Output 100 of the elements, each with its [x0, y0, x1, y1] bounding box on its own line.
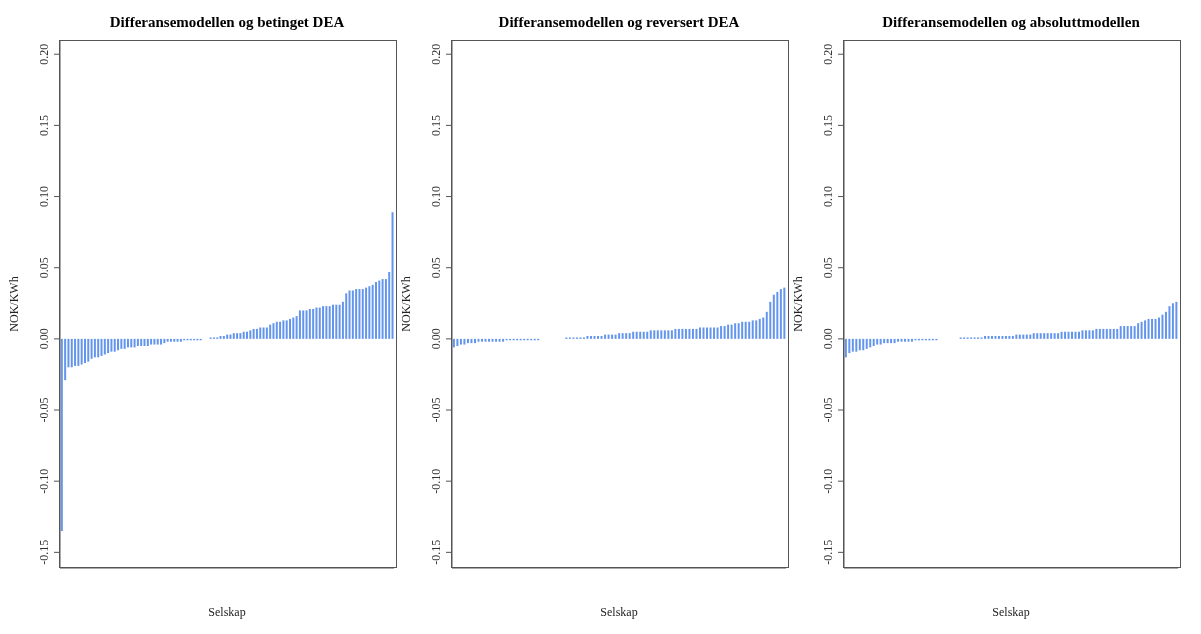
bar: [656, 330, 659, 339]
bar: [1098, 328, 1101, 339]
bar: [990, 336, 993, 339]
bar: [120, 338, 123, 349]
chart-title: Differansemodellen og absoluttmodellen: [881, 14, 1141, 31]
bar: [1109, 328, 1112, 339]
bar: [907, 338, 910, 342]
bar: [904, 338, 907, 342]
bar: [709, 327, 712, 339]
bar: [1140, 321, 1143, 339]
y-tick-label: -0.05: [37, 397, 51, 423]
bar: [1039, 333, 1042, 339]
y-tick-label: -0.10: [429, 468, 443, 494]
bar: [1154, 318, 1157, 339]
bar: [265, 327, 268, 339]
bar: [1071, 331, 1074, 339]
bar: [315, 307, 318, 339]
bar: [252, 328, 255, 339]
y-tick-label: 0.05: [821, 257, 835, 279]
bar: [1081, 330, 1084, 339]
bar: [702, 327, 705, 339]
bar: [994, 336, 997, 339]
bar: [1151, 318, 1154, 339]
bar: [1053, 333, 1056, 339]
bar: [1119, 326, 1122, 339]
bar: [140, 338, 143, 346]
bar: [355, 289, 358, 339]
bar: [987, 336, 990, 339]
y-axis-title: NOK/KWh: [791, 276, 806, 332]
bar: [1011, 336, 1014, 339]
bar: [1144, 320, 1147, 339]
bar: [1050, 333, 1053, 339]
bar: [130, 338, 133, 348]
bar: [236, 333, 239, 339]
bar: [758, 318, 761, 339]
bar: [1137, 323, 1140, 339]
y-tick-label: 0.05: [429, 257, 443, 279]
bar: [60, 338, 63, 531]
bar: [628, 333, 631, 339]
bar: [855, 338, 858, 352]
bar: [302, 310, 305, 339]
bar: [1077, 331, 1080, 339]
bar: [374, 281, 377, 339]
bar: [706, 327, 709, 339]
bar: [618, 333, 621, 339]
bar: [246, 331, 249, 339]
bar: [80, 338, 83, 365]
bar: [674, 328, 677, 339]
bar: [1112, 328, 1115, 339]
y-tick-label: 0.10: [37, 186, 51, 208]
bar: [744, 321, 747, 339]
bar: [292, 317, 295, 339]
bar: [259, 327, 262, 339]
bar: [649, 330, 652, 339]
bar: [318, 307, 321, 339]
chart-title: Differansemodellen og reversert DEA: [497, 14, 741, 31]
bar: [113, 338, 116, 352]
bar: [646, 331, 649, 339]
bar: [586, 336, 589, 339]
bar: [371, 284, 374, 339]
bar: [452, 338, 455, 348]
y-tick-label: 0.10: [821, 186, 835, 208]
bar: [910, 338, 913, 342]
bar: [776, 291, 779, 339]
bar: [642, 331, 645, 339]
bar: [677, 328, 680, 339]
bar: [1123, 326, 1126, 339]
bar: [368, 286, 371, 339]
bar: [1057, 333, 1060, 339]
bar: [597, 336, 600, 339]
bar: [77, 338, 80, 366]
bar: [851, 338, 854, 352]
bar: [1105, 328, 1108, 339]
bar: [741, 321, 744, 339]
bar: [593, 336, 596, 339]
bar: [176, 338, 179, 342]
y-tick-label: 0.00: [821, 328, 835, 350]
bar: [667, 330, 670, 339]
bar: [713, 327, 716, 339]
bar: [123, 338, 126, 349]
bar: [600, 336, 603, 339]
bar: [1161, 314, 1164, 339]
bar: [156, 338, 159, 345]
bar: [653, 330, 656, 339]
bar: [639, 331, 642, 339]
bar: [858, 338, 861, 351]
bar: [322, 306, 325, 339]
bar: [900, 338, 903, 342]
bar: [621, 333, 624, 339]
bar: [262, 327, 265, 339]
bar: [872, 338, 875, 346]
bar: [1095, 328, 1098, 339]
bar: [1102, 328, 1105, 339]
bar: [769, 301, 772, 339]
bar: [348, 290, 351, 339]
y-tick-label: 0.00: [37, 328, 51, 350]
bar: [681, 328, 684, 339]
bar: [1157, 317, 1160, 339]
bar: [242, 331, 245, 339]
bar: [1008, 336, 1011, 339]
